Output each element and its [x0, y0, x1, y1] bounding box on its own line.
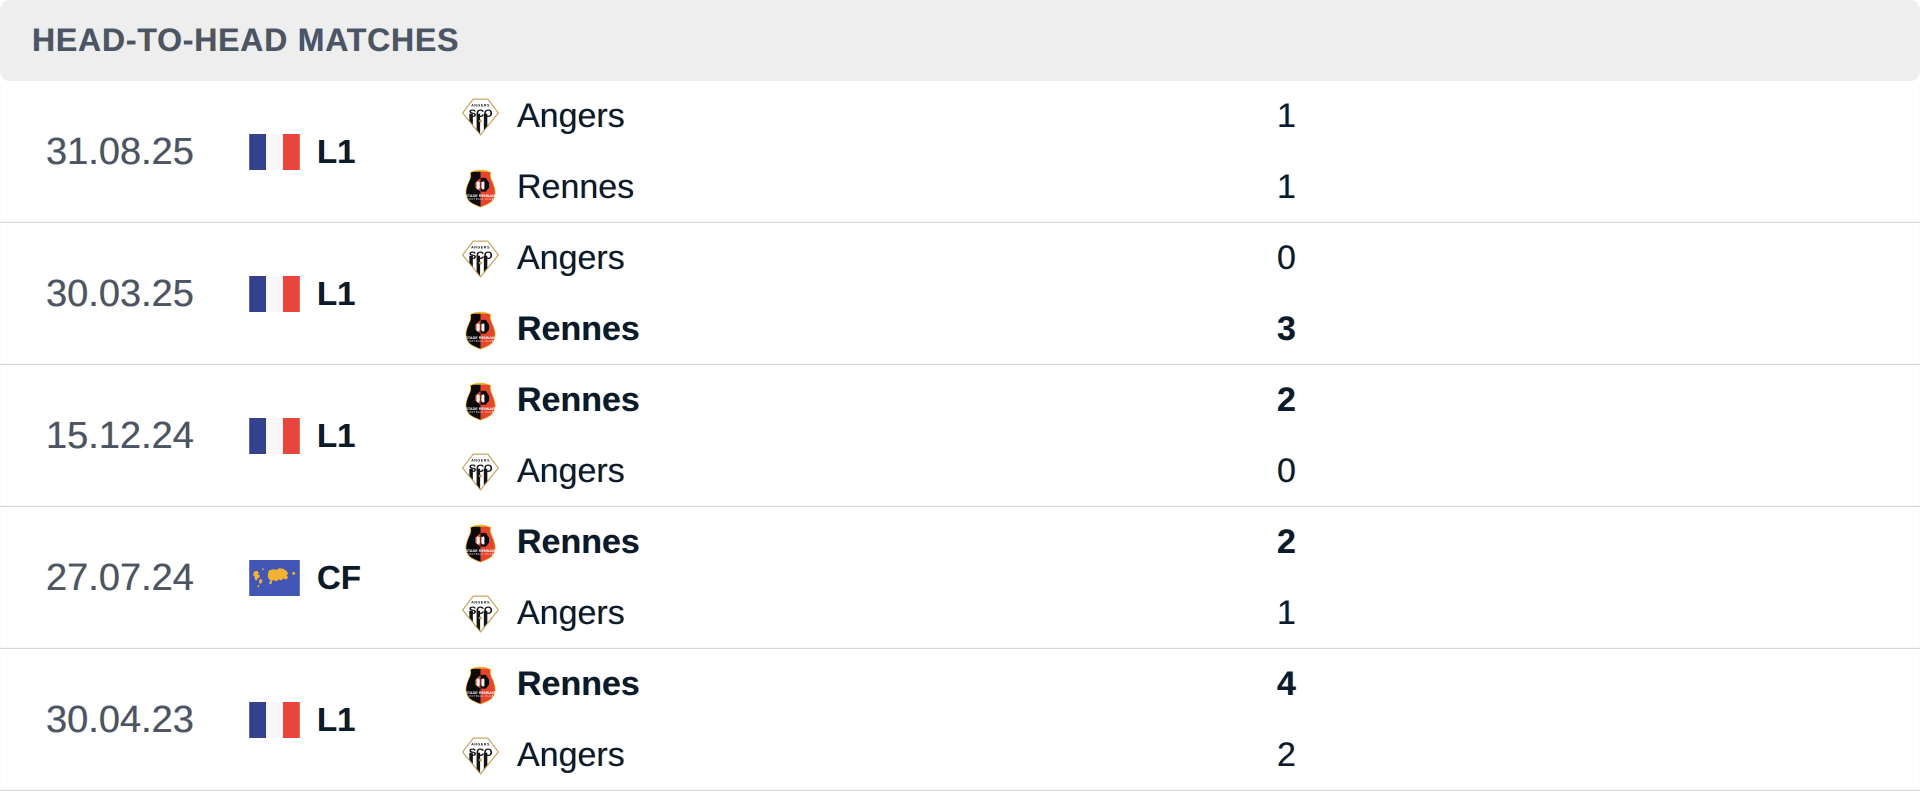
svg-text:SCO: SCO	[469, 605, 493, 617]
svg-text:SCO: SCO	[469, 250, 493, 262]
svg-text:SCO: SCO	[469, 747, 493, 759]
svg-text:SCO: SCO	[469, 463, 493, 475]
svg-text:ANGERS: ANGERS	[471, 103, 490, 107]
svg-text:ANGERS: ANGERS	[471, 742, 490, 746]
svg-text:ANGERS: ANGERS	[471, 600, 490, 604]
svg-text:ANGERS: ANGERS	[471, 458, 490, 462]
svg-text:FOOTBALL CLUB: FOOTBALL CLUB	[467, 553, 494, 556]
svg-text:SCO: SCO	[469, 108, 493, 120]
svg-text:ANGERS: ANGERS	[471, 245, 490, 249]
svg-text:FOOTBALL CLUB: FOOTBALL CLUB	[467, 695, 494, 698]
svg-text:STADE RENNAIS: STADE RENNAIS	[465, 335, 496, 339]
svg-text:STADE RENNAIS: STADE RENNAIS	[465, 548, 496, 552]
svg-text:STADE RENNAIS: STADE RENNAIS	[465, 690, 496, 694]
svg-text:FOOTBALL CLUB: FOOTBALL CLUB	[467, 198, 494, 201]
svg-text:FOOTBALL CLUB: FOOTBALL CLUB	[467, 340, 494, 343]
svg-text:FOOTBALL CLUB: FOOTBALL CLUB	[467, 411, 494, 414]
svg-text:STADE RENNAIS: STADE RENNAIS	[465, 193, 496, 197]
svg-text:STADE RENNAIS: STADE RENNAIS	[465, 406, 496, 410]
